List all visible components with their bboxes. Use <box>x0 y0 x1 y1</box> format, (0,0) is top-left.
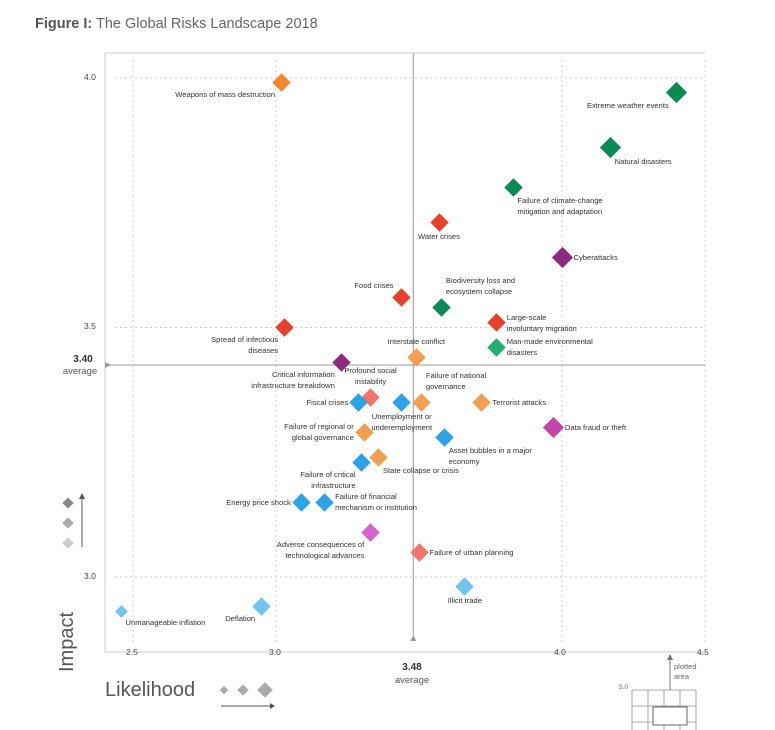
inset-arrow-head <box>667 654 673 660</box>
y-tick-label: 3.0 <box>84 571 96 581</box>
x-average-label: average <box>394 675 430 686</box>
likelihood-legend-diamond <box>219 685 229 695</box>
risk-label: Cyberattacks <box>573 253 618 263</box>
risk-label: Data fraud or theft <box>564 422 627 432</box>
risk-label: Failure of regional or global governance <box>284 422 354 443</box>
risk-label: State collapse or crisis <box>382 465 459 475</box>
inset-tick: 5.0 <box>619 684 629 691</box>
x-tick-label: 4.5 <box>697 647 709 657</box>
y-tick-label: 4.0 <box>84 72 96 82</box>
risk-label: Critical information infrastructure brea… <box>251 369 335 390</box>
x-average-value: 3.48 <box>402 662 422 673</box>
figure-title: Figure I: The Global Risks Landscape 201… <box>35 16 318 32</box>
likelihood-legend-diamond <box>237 684 249 696</box>
risk-label: Failure of urban planning <box>429 547 514 557</box>
impact-legend-diamond <box>62 517 74 529</box>
risk-label: Large-scale involuntary migration <box>506 312 577 333</box>
y-tick-label: 3.5 <box>84 321 96 331</box>
average-marker-x <box>410 635 417 641</box>
risk-label: Failure of financial mechanism or instit… <box>335 492 417 513</box>
risk-label: Deflation <box>225 614 256 624</box>
y-axis-title: Impact <box>56 611 78 672</box>
risk-label: Adverse consequences of technological ad… <box>276 539 365 560</box>
y-average-label: average <box>62 366 98 377</box>
risk-label: Food crises <box>354 281 394 291</box>
risk-label: Natural disasters <box>614 157 672 167</box>
risk-label: Interstate conflict <box>387 336 446 346</box>
inset-plotted-area <box>652 706 688 726</box>
impact-arrow-head <box>79 493 85 499</box>
likelihood-arrow-head <box>270 703 275 709</box>
y-average-value: 3.40 <box>73 354 93 365</box>
risk-label: Unemployment or underemployment <box>371 411 433 432</box>
risk-label: Energy price shock <box>226 497 291 507</box>
risk-label: Illicit trade <box>447 596 482 606</box>
risk-label: Weapons of mass destruction <box>175 90 276 100</box>
x-axis-title: Likelihood <box>105 679 196 701</box>
average-marker-y <box>105 362 111 368</box>
figure-title-text: The Global Risks Landscape 2018 <box>92 16 318 32</box>
inset-label: plotted area <box>674 662 697 681</box>
risk-label: Profound social instability <box>344 365 397 386</box>
risk-label: Spread of infectious diseases <box>211 335 279 355</box>
risk-label: Extreme weather events <box>586 101 669 111</box>
risk-label: Man-made environmental disasters <box>506 337 593 358</box>
risk-label: Unmanageable inflation <box>125 618 206 628</box>
impact-legend-diamond <box>62 537 74 549</box>
risk-label: Water crises <box>418 232 460 242</box>
risk-label: Failure of national governance <box>425 370 487 391</box>
likelihood-legend-diamond <box>257 682 273 698</box>
x-tick-label: 3.0 <box>269 647 281 657</box>
risk-label: Failure of climate-change mitigation and… <box>517 196 603 217</box>
risk-label: Asset bubbles in a major economy <box>448 445 532 466</box>
x-tick-label: 2.5 <box>126 647 138 657</box>
risk-label: Failure of critical infrastructure <box>300 469 356 490</box>
impact-legend-diamond <box>62 497 74 509</box>
risk-label: Fiscal crises <box>306 397 349 407</box>
x-tick-label: 4.0 <box>554 647 566 657</box>
risk-label: Biodiversity loss and ecosystem collapse <box>445 276 516 297</box>
figure-number: Figure I: <box>35 16 93 32</box>
risk-label: Terrorist attacks <box>492 397 546 407</box>
